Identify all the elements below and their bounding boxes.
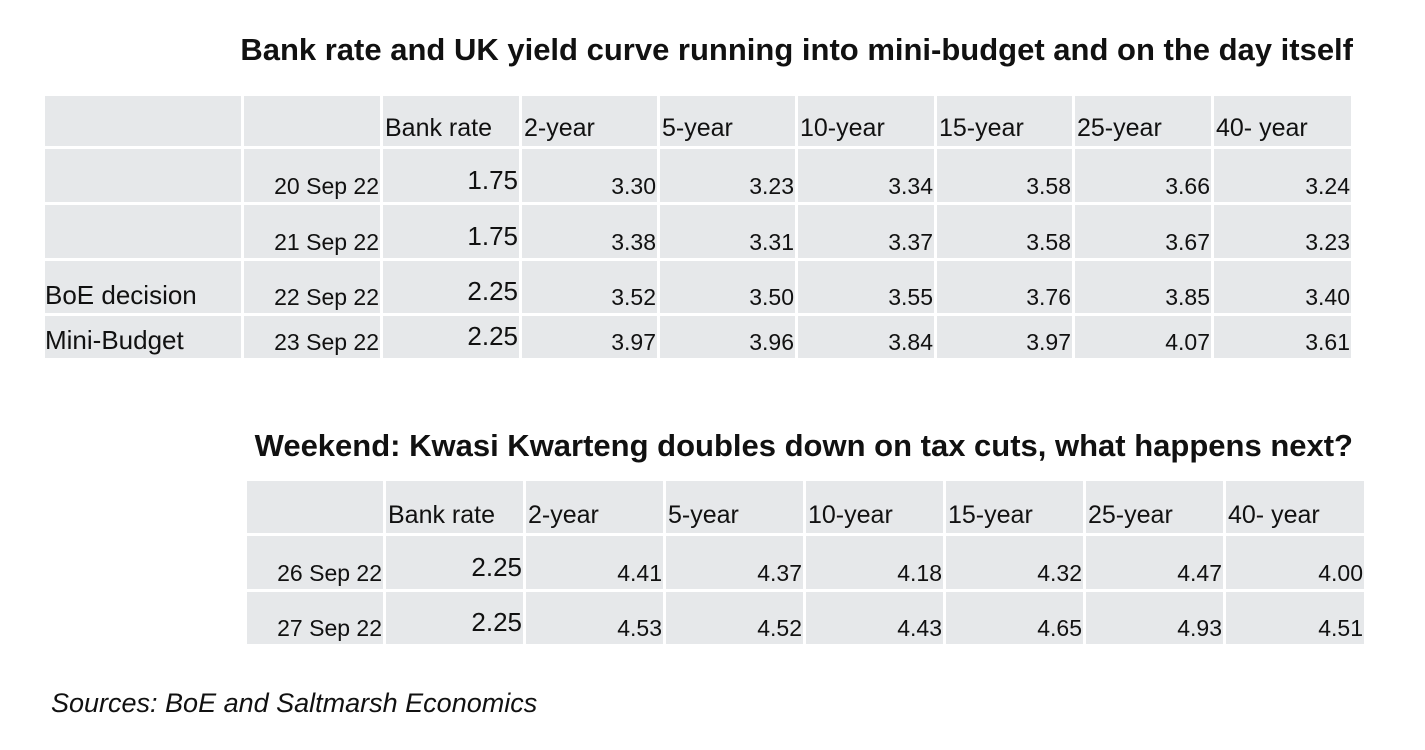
header-10-year: 10-year: [806, 481, 943, 533]
yield-10-year: 3.84: [798, 316, 934, 358]
header-empty-date: [247, 481, 383, 533]
bank-rate-value: 2.25: [383, 316, 519, 358]
header-15-year: 15-year: [937, 96, 1072, 146]
yield-5-year: 4.37: [666, 536, 803, 589]
header-5-year: 5-year: [660, 96, 795, 146]
row-date: 26 Sep 22: [247, 536, 383, 589]
yield-15-year: 4.32: [946, 536, 1083, 589]
yield-2-year: 3.97: [522, 316, 657, 358]
yield-table-mini-budget: Bank rate 2-year 5-year 10-year 15-year …: [45, 96, 1351, 358]
yield-15-year: 4.65: [946, 592, 1083, 644]
header-2-year: 2-year: [526, 481, 663, 533]
yield-2-year: 3.38: [522, 205, 657, 258]
yield-2-year: 3.30: [522, 149, 657, 202]
header-empty-date: [244, 96, 380, 146]
header-15-year: 15-year: [946, 481, 1083, 533]
bank-rate-value: 1.75: [383, 205, 519, 258]
row-date: 27 Sep 22: [247, 592, 383, 644]
yield-40-year: 3.61: [1214, 316, 1351, 358]
row-date: 23 Sep 22: [244, 316, 380, 358]
yield-25-year: 3.85: [1075, 261, 1211, 313]
header-2-year: 2-year: [522, 96, 657, 146]
yield-5-year: 3.50: [660, 261, 795, 313]
yield-25-year: 4.93: [1086, 592, 1223, 644]
yield-15-year: 3.58: [937, 149, 1072, 202]
bank-rate-value: 1.75: [383, 149, 519, 202]
yield-40-year: 3.23: [1214, 205, 1351, 258]
header-bank-rate: Bank rate: [383, 96, 519, 146]
yield-5-year: 3.31: [660, 205, 795, 258]
header-40-year: 40- year: [1226, 481, 1364, 533]
header-empty-label: [45, 96, 241, 146]
yield-15-year: 3.58: [937, 205, 1072, 258]
yield-10-year: 4.18: [806, 536, 943, 589]
yield-table-weekend: Bank rate 2-year 5-year 10-year 15-year …: [247, 481, 1364, 644]
source-note: Sources: BoE and Saltmarsh Economics: [51, 688, 538, 718]
yield-5-year: 3.96: [660, 316, 795, 358]
row-label: [45, 149, 241, 202]
header-10-year: 10-year: [798, 96, 934, 146]
yield-15-year: 3.97: [937, 316, 1072, 358]
header-bank-rate: Bank rate: [386, 481, 523, 533]
yield-25-year: 3.66: [1075, 149, 1211, 202]
yield-40-year: 3.24: [1214, 149, 1351, 202]
yield-25-year: 4.07: [1075, 316, 1211, 358]
yield-40-year: 3.40: [1214, 261, 1351, 313]
yield-40-year: 4.51: [1226, 592, 1364, 644]
yield-10-year: 4.43: [806, 592, 943, 644]
row-date: 20 Sep 22: [244, 149, 380, 202]
header-40-year: 40- year: [1214, 96, 1351, 146]
header-25-year: 25-year: [1075, 96, 1211, 146]
yield-2-year: 4.53: [526, 592, 663, 644]
row-label: [45, 205, 241, 258]
yield-10-year: 3.55: [798, 261, 934, 313]
bank-rate-value: 2.25: [383, 261, 519, 313]
header-5-year: 5-year: [666, 481, 803, 533]
yield-2-year: 3.52: [522, 261, 657, 313]
header-25-year: 25-year: [1086, 481, 1223, 533]
yield-15-year: 3.76: [937, 261, 1072, 313]
row-label: Mini-Budget: [45, 316, 241, 358]
yield-5-year: 4.52: [666, 592, 803, 644]
yield-10-year: 3.34: [798, 149, 934, 202]
row-date: 21 Sep 22: [244, 205, 380, 258]
yield-2-year: 4.41: [526, 536, 663, 589]
row-label: BoE decision: [45, 261, 241, 313]
yield-25-year: 4.47: [1086, 536, 1223, 589]
table-2-title: Weekend: Kwasi Kwarteng doubles down on …: [254, 428, 1353, 463]
row-date: 22 Sep 22: [244, 261, 380, 313]
table-1-title: Bank rate and UK yield curve running int…: [240, 32, 1353, 67]
yield-5-year: 3.23: [660, 149, 795, 202]
yield-40-year: 4.00: [1226, 536, 1364, 589]
bank-rate-value: 2.25: [386, 592, 523, 644]
bank-rate-value: 2.25: [386, 536, 523, 589]
yield-10-year: 3.37: [798, 205, 934, 258]
yield-25-year: 3.67: [1075, 205, 1211, 258]
